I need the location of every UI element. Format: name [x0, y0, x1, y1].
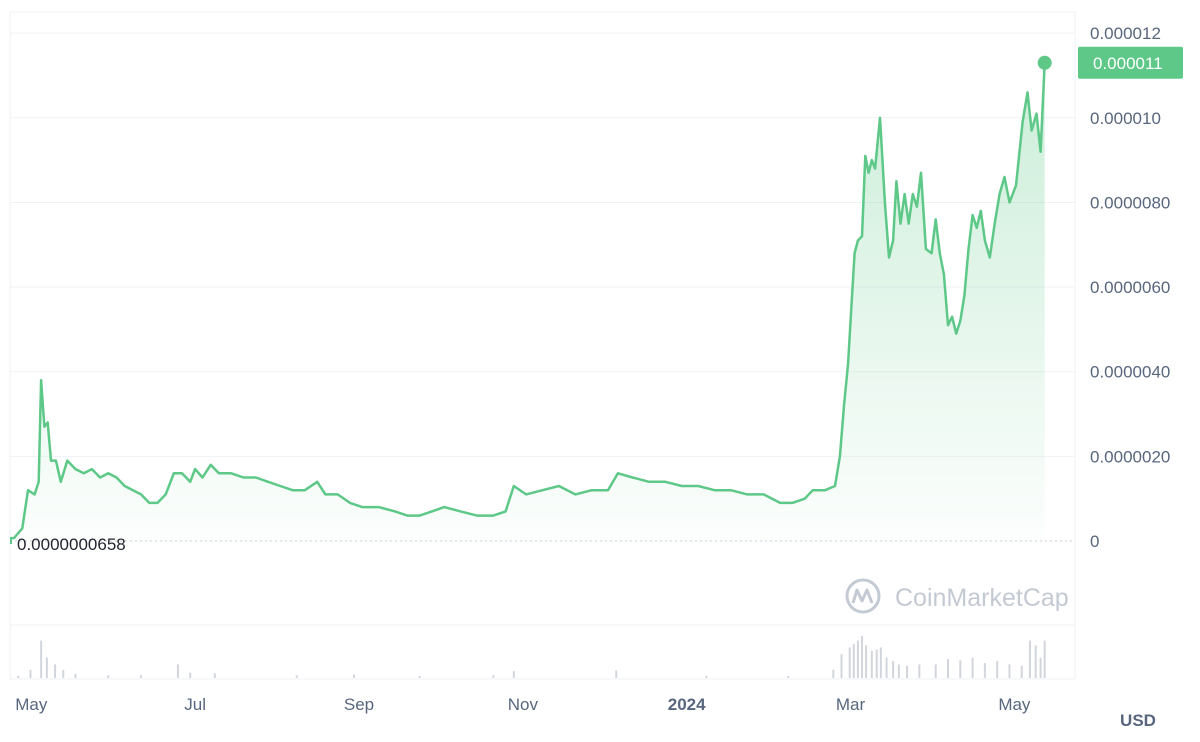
volume-bar [875, 649, 878, 678]
volume-bar [1043, 640, 1046, 678]
volume-bar [140, 675, 143, 678]
volume-bar [295, 675, 298, 678]
volume-bar [996, 661, 999, 678]
volume-bar [213, 673, 216, 678]
y-tick-label: 0.000012 [1090, 24, 1161, 43]
volume-bar [832, 669, 835, 678]
currency-label: USD [1120, 711, 1156, 730]
current-price-label: 0.000011 [1093, 54, 1163, 73]
volume-bar [971, 657, 974, 678]
x-tick-label: May [15, 695, 48, 714]
volume-bar [892, 661, 895, 678]
volume-bar [17, 675, 20, 678]
volume-bar [879, 647, 882, 678]
volume-bar [840, 654, 843, 678]
volume-bar [45, 657, 48, 678]
x-tick-label: Nov [508, 695, 539, 714]
volume-bar [54, 664, 57, 678]
volume-bar [870, 650, 873, 678]
watermark-text: CoinMarketCap [895, 584, 1069, 612]
volume-bar [29, 669, 32, 678]
volume-bar [947, 658, 950, 678]
coinmarketcap-watermark: CoinMarketCap [845, 578, 1069, 614]
y-tick-label: 0.0000040 [1090, 363, 1170, 382]
volume-bar [787, 675, 790, 678]
volume-bar [615, 670, 618, 678]
x-tick-label: Mar [836, 695, 866, 714]
volume-bar [705, 675, 708, 678]
plot-frame [9, 11, 1076, 680]
volume-bar [418, 675, 421, 678]
x-tick-label: Jul [184, 695, 206, 714]
current-price-badge [1078, 46, 1183, 79]
y-tick-label: 0.0000060 [1090, 278, 1170, 297]
volume-bar [62, 669, 65, 678]
volume-bar [176, 664, 179, 678]
current-price-dot [1037, 55, 1052, 70]
volume-bar [74, 673, 77, 678]
x-tick-label: 2024 [668, 695, 706, 714]
volume-bar [934, 664, 937, 678]
volume-bar [848, 647, 851, 678]
volume-bars [17, 635, 1046, 678]
volume-bar [353, 674, 356, 678]
volume-bar [1020, 665, 1023, 678]
y-axis: 0 0.0000020 0.0000040 0.0000060 0.0000080 0.0… [1090, 24, 1170, 551]
price-area [9, 62, 1046, 542]
volume-bar [865, 645, 868, 678]
volume-bar [107, 675, 110, 678]
volume-bar [512, 671, 515, 678]
x-tick-label: May [998, 695, 1031, 714]
volume-bar [1039, 657, 1042, 678]
x-tick-label: Sep [344, 695, 374, 714]
coinmarketcap-logo-icon [845, 578, 881, 614]
volume-bar [1034, 645, 1037, 678]
volume-bar [40, 640, 43, 678]
volume-bar [852, 644, 855, 678]
volume-bar [1028, 640, 1031, 678]
volume-bar [959, 660, 962, 678]
y-tick-label: 0.0000080 [1090, 193, 1170, 212]
volume-bar [856, 640, 859, 678]
volume-bar [983, 663, 986, 678]
volume-bar [918, 664, 921, 678]
y-tick-label: 0.000010 [1090, 109, 1161, 128]
y-tick-label: 0.0000020 [1090, 447, 1170, 466]
min-price-label: 0.0000000658 [17, 535, 126, 554]
price-line [9, 62, 1046, 540]
min-marker [10, 538, 12, 544]
volume-bar [189, 672, 192, 678]
x-axis: May Jul Sep Nov 2024 Mar May [15, 695, 1031, 714]
volume-bar [861, 635, 863, 678]
volume-bar [906, 665, 909, 678]
volume-bar [885, 657, 888, 678]
y-tick-label: 0 [1090, 532, 1099, 551]
price-labels: 0.0000000658 0.000011 [10, 46, 1183, 554]
volume-bar [492, 675, 495, 678]
volume-bar [897, 664, 900, 678]
price-area-fill [10, 62, 1045, 542]
volume-bar [1008, 664, 1011, 678]
